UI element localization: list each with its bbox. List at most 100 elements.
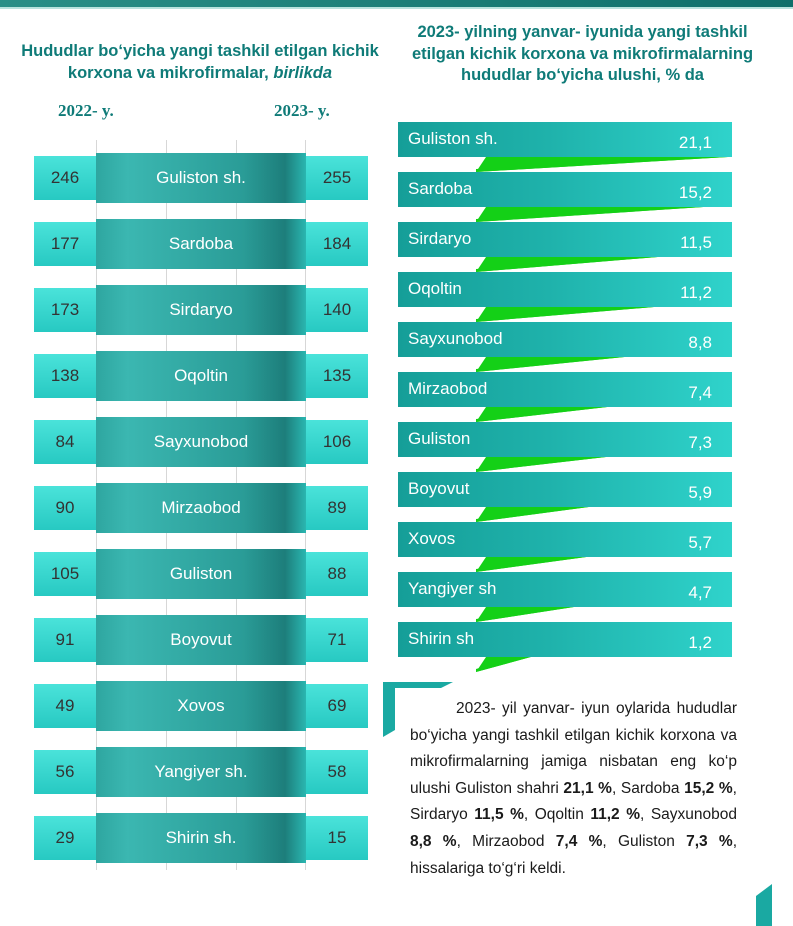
bar-row: Sirdaryo 11,5 [398, 222, 738, 272]
table-row: 90 89 Mirzaobod [34, 483, 368, 533]
region-name-cell: Sirdaryo [96, 285, 306, 335]
region-name-cell: Guliston [96, 549, 306, 599]
value-2022-cell: 56 [34, 750, 96, 794]
bar-category-label: Sayxunobod [408, 329, 503, 348]
bar-row: Oqoltin 11,2 [398, 272, 738, 322]
summary-text: , Sirdaryo [410, 779, 737, 824]
table-row: 91 71 Boyovut [34, 615, 368, 665]
summary-text: 2023- yil yanvar- iyun oylarida hududlar… [410, 700, 737, 797]
value-2023-cell: 69 [306, 684, 368, 728]
year-2022-label: 2022- y. [58, 101, 114, 120]
bar-pointer [476, 607, 574, 622]
value-2023-cell: 140 [306, 288, 368, 332]
bar: Xovos 5,7 [398, 522, 732, 557]
bar-pointer [476, 457, 606, 472]
bar: Guliston 7,3 [398, 422, 732, 457]
bar-category-label: Mirzaobod [408, 379, 488, 398]
table-row: 138 135 Oqoltin [34, 351, 368, 401]
bar-value-label: 21,1 [678, 133, 712, 152]
summary-text: , Oqoltin [523, 806, 591, 824]
bar-category-label: Xovos [408, 529, 456, 548]
summary-value: 21,1 % [563, 779, 612, 797]
bar: Sirdaryo 11,5 [398, 222, 732, 257]
bar: Oqoltin 11,2 [398, 272, 732, 307]
bar: Sardoba 15,2 [398, 172, 732, 207]
summary-paragraph: 2023- yil yanvar- iyun oylarida hududlar… [410, 696, 737, 882]
bar: Yangiyer sh 4,7 [398, 572, 732, 607]
value-2022-cell: 29 [34, 816, 96, 860]
summary-text: , Sardoba [611, 779, 685, 797]
bar-category-label: Sardoba [408, 179, 473, 198]
value-2022-cell: 84 [34, 420, 96, 464]
value-2022-cell: 138 [34, 354, 96, 398]
value-2023-cell: 135 [306, 354, 368, 398]
summary-value: 8,8 % [410, 832, 457, 850]
value-2023-cell: 184 [306, 222, 368, 266]
region-name-cell: Mirzaobod [96, 483, 306, 533]
summary-value: 15,2 % [684, 779, 733, 797]
value-2023-cell: 89 [306, 486, 368, 530]
table-row: 84 106 Sayxunobod [34, 417, 368, 467]
summary-value: 11,2 % [590, 806, 640, 824]
value-2022-cell: 91 [34, 618, 96, 662]
corner-accent-icon [383, 682, 453, 737]
bar-value-label: 7,3 [688, 433, 712, 452]
bar-value-label: 15,2 [678, 183, 712, 202]
value-2022-cell: 105 [34, 552, 96, 596]
bottom-corner-accent-icon [756, 884, 772, 926]
value-2023-cell: 255 [306, 156, 368, 200]
bar-pointer [476, 657, 531, 672]
bar: Mirzaobod 7,4 [398, 372, 732, 407]
left-title: Hududlar bo‘yicha yangi tashkil etilgan … [20, 40, 380, 84]
bar-row: Guliston sh. 21,1 [398, 122, 738, 172]
bar-pointer [476, 507, 589, 522]
summary-text: , hissalariga to‘g‘ri keldi. [410, 832, 737, 877]
bar-pointer [476, 557, 587, 572]
bar: Guliston sh. 21,1 [398, 122, 732, 157]
region-name-cell: Boyovut [96, 615, 306, 665]
bar-category-label: Guliston [408, 429, 471, 448]
bar: Shirin sh 1,2 [398, 622, 732, 657]
value-2022-cell: 90 [34, 486, 96, 530]
region-name-cell: Shirin sh. [96, 813, 306, 863]
bar-category-label: Boyovut [408, 479, 470, 498]
bar-row: Guliston 7,3 [398, 422, 738, 472]
summary-value: 7,4 % [555, 832, 603, 850]
table-row: 49 69 Xovos [34, 681, 368, 731]
bar-value-label: 11,5 [680, 233, 712, 252]
value-2022-cell: 177 [34, 222, 96, 266]
region-name-cell: Xovos [96, 681, 306, 731]
bar-value-label: 5,9 [688, 483, 712, 502]
table-row: 56 58 Yangiyer sh. [34, 747, 368, 797]
table-row: 105 88 Guliston [34, 549, 368, 599]
value-2022-cell: 49 [34, 684, 96, 728]
bar-pointer [476, 407, 608, 422]
value-2023-cell: 88 [306, 552, 368, 596]
bar-value-label: 11,2 [680, 283, 712, 302]
bar-value-label: 5,7 [688, 533, 712, 552]
bar-value-label: 4,7 [688, 583, 712, 602]
bar-category-label: Yangiyer sh [408, 579, 497, 598]
table-row: 173 140 Sirdaryo [34, 285, 368, 335]
left-title-text: Hududlar bo‘yicha yangi tashkil etilgan … [21, 42, 379, 82]
bar-row: Shirin sh 1,2 [398, 622, 738, 672]
bar-value-label: 8,8 [688, 333, 712, 352]
table-row: 177 184 Sardoba [34, 219, 368, 269]
summary-text: , Sayxunobod [639, 806, 737, 824]
region-name-cell: Guliston sh. [96, 153, 306, 203]
bar-row: Sardoba 15,2 [398, 172, 738, 222]
summary-text: , Guliston [602, 832, 687, 850]
bar-pointer [476, 157, 728, 172]
bar-category-label: Oqoltin [408, 279, 462, 298]
region-name-cell: Yangiyer sh. [96, 747, 306, 797]
bar-pointer [476, 257, 658, 272]
bar-row: Xovos 5,7 [398, 522, 738, 572]
region-name-cell: Sardoba [96, 219, 306, 269]
bar: Sayxunobod 8,8 [398, 322, 732, 357]
summary-value: 11,5 % [474, 806, 524, 824]
value-2022-cell: 246 [34, 156, 96, 200]
left-title-unit: birlikda [273, 64, 333, 82]
bar-category-label: Shirin sh [408, 629, 475, 648]
table-row: 29 15 Shirin sh. [34, 813, 368, 863]
year-2023-label: 2023- y. [274, 101, 330, 120]
